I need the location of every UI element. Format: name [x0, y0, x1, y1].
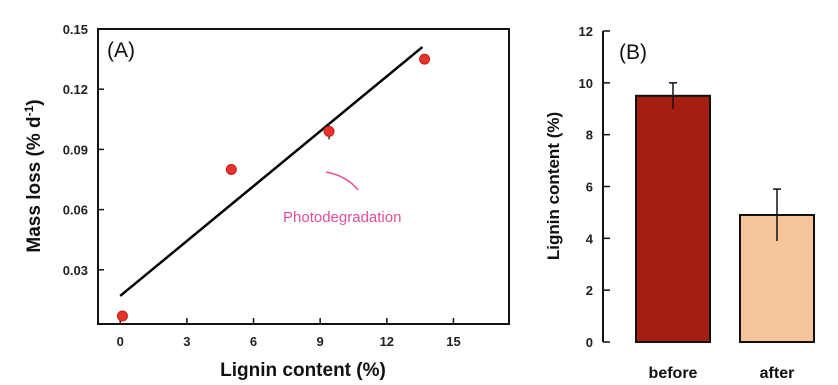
panel-b-label: (B): [619, 41, 647, 64]
data-point: [419, 53, 431, 65]
panel-b-y-ticks: 0 2 4 6 8 10 12: [579, 24, 610, 350]
y-tick-label: 0.06: [63, 203, 88, 218]
y-tick-label: 12: [579, 24, 593, 39]
y-tick-label: 8: [586, 128, 593, 143]
y-tick-label: 10: [579, 76, 593, 91]
x-tick-label: 15: [446, 334, 460, 349]
annotation-pointer: [325, 171, 359, 191]
x-tick-label: 3: [183, 334, 190, 349]
panel-a-chart: (A) 0.03 0.06 0.09 0.12 0.15 0 3 6 9 12 15 Photod…: [22, 22, 510, 381]
category-label: after: [760, 365, 795, 382]
panel-a-y-axis-title-main: Mass loss (% d: [24, 116, 45, 252]
panel-a-x-ticks: 0 3 6 9 12 15: [117, 318, 461, 349]
y-tick-label: 0.03: [63, 263, 88, 278]
panel-a-y-axis-title-sup: -1: [22, 105, 36, 116]
panel-a-fit-line-group: [119, 46, 424, 297]
panel-b-y-axis-title: Lignin content (%): [544, 112, 563, 260]
y-tick-label: 4: [586, 231, 594, 246]
y-tick-label: 6: [586, 180, 593, 195]
x-tick-label: 9: [317, 334, 324, 349]
y-tick-label: 0.15: [63, 22, 88, 37]
x-tick-label: 12: [380, 334, 394, 349]
data-point: [116, 310, 128, 322]
data-point: [323, 125, 335, 137]
panel-a-points: [116, 53, 431, 322]
panel-a-x-axis-title: Lignin content (%): [220, 360, 386, 381]
panel-a-y-ticks: 0.03 0.06 0.09 0.12 0.15: [63, 22, 104, 278]
y-tick-label: 0: [586, 335, 593, 350]
panel-b-bars: before after: [635, 82, 815, 382]
y-tick-label: 0.12: [63, 82, 88, 97]
y-tick-label: 2: [586, 283, 593, 298]
panel-a-frame: [97, 28, 510, 325]
panel-a-y-axis-title: Mass loss (% d-1): [22, 99, 45, 252]
category-label: before: [649, 365, 698, 382]
x-tick-label: 6: [250, 334, 257, 349]
y-tick-label: 0.09: [63, 142, 88, 157]
fit-line: [119, 46, 424, 297]
panel-a-label: (A): [107, 39, 135, 62]
panel-a-y-axis-title-close: ): [24, 99, 45, 105]
x-tick-label: 0: [117, 334, 124, 349]
panel-b-chart: (B) 0 2 4 6 8 10 12 before after Lignin content…: [544, 24, 815, 382]
bar-before: [635, 94, 711, 343]
data-point: [225, 163, 237, 175]
photodegradation-annotation: Photodegradation: [283, 209, 401, 226]
